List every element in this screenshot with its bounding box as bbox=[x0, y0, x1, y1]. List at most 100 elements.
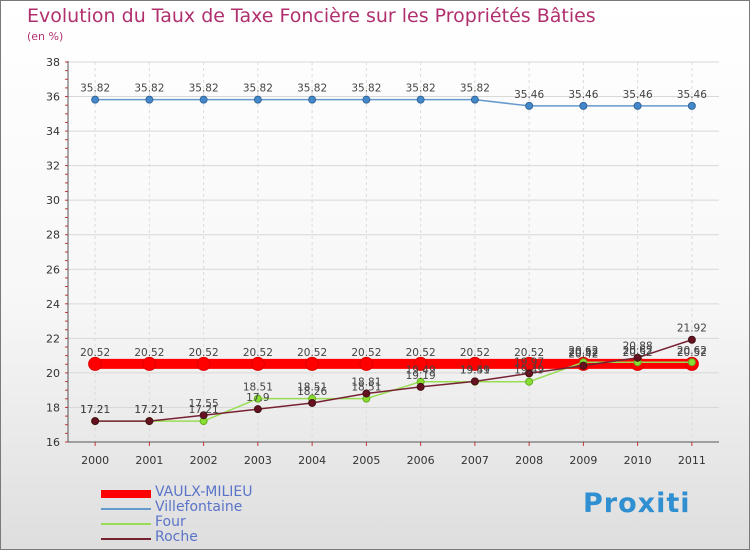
legend-label: Villefontaine bbox=[155, 499, 243, 515]
data-label: 19.19 bbox=[406, 370, 436, 382]
data-point bbox=[470, 377, 479, 386]
chart-title: Evolution du Taux de Taxe Foncière sur l… bbox=[27, 5, 596, 27]
logo-text: Proxiti bbox=[583, 488, 691, 519]
data-label: 20.52 bbox=[80, 347, 110, 359]
data-label: 35.82 bbox=[189, 83, 219, 95]
data-point bbox=[199, 411, 208, 420]
data-label: 35.46 bbox=[677, 89, 707, 101]
data-label: 19.49 bbox=[460, 365, 490, 377]
y-tick-label: 34 bbox=[46, 125, 60, 138]
data-label: 35.82 bbox=[134, 83, 164, 95]
y-tick-label: 26 bbox=[46, 263, 60, 276]
data-label: 35.46 bbox=[514, 89, 544, 101]
data-label: 20.52 bbox=[677, 347, 707, 359]
data-point bbox=[413, 356, 428, 371]
data-label: 19.49 bbox=[406, 365, 436, 377]
data-label: 20.52 bbox=[406, 347, 436, 359]
proxiti-logo: Proxiti bbox=[583, 488, 691, 519]
data-label: 20.62 bbox=[568, 345, 598, 357]
data-label: 17.21 bbox=[134, 404, 164, 416]
data-point bbox=[196, 356, 211, 371]
data-point bbox=[687, 335, 696, 344]
data-point bbox=[525, 369, 534, 378]
data-point bbox=[687, 101, 696, 110]
legend-swatch bbox=[101, 523, 151, 525]
legend-swatch bbox=[101, 538, 151, 540]
series-line-villefontaine bbox=[95, 98, 692, 107]
data-label: 20.52 bbox=[623, 347, 653, 359]
data-point bbox=[253, 405, 262, 414]
data-label: 35.82 bbox=[80, 83, 110, 95]
data-point bbox=[88, 356, 103, 371]
data-label: 35.82 bbox=[351, 83, 381, 95]
x-tick-label: 2009 bbox=[569, 454, 597, 467]
data-label: 18.51 bbox=[243, 382, 273, 394]
data-label: 17.55 bbox=[189, 398, 219, 410]
series-group bbox=[88, 95, 699, 426]
data-point bbox=[250, 356, 265, 371]
data-point bbox=[633, 353, 642, 362]
x-tick-label: 2000 bbox=[81, 454, 109, 467]
data-label: 20.52 bbox=[460, 347, 490, 359]
data-label: 20.52 bbox=[568, 347, 598, 359]
data-point bbox=[145, 95, 154, 104]
data-point bbox=[416, 95, 425, 104]
data-label: 35.82 bbox=[243, 83, 273, 95]
data-point bbox=[145, 417, 154, 426]
data-point bbox=[91, 95, 100, 104]
data-point bbox=[362, 389, 371, 398]
data-label: 17.9 bbox=[246, 392, 269, 404]
data-label: 20.62 bbox=[677, 345, 707, 357]
data-point bbox=[91, 417, 100, 426]
data-label: 17.21 bbox=[80, 404, 110, 416]
grid-group bbox=[68, 61, 719, 442]
y-tick-label: 30 bbox=[46, 194, 60, 207]
y-tick-label: 32 bbox=[46, 160, 60, 173]
data-point bbox=[633, 101, 642, 110]
data-label: 35.82 bbox=[460, 83, 490, 95]
y-tick-label: 18 bbox=[46, 401, 60, 414]
data-label: 20.52 bbox=[514, 347, 544, 359]
data-point bbox=[579, 361, 588, 370]
data-point bbox=[308, 95, 317, 104]
y-tick-label: 16 bbox=[46, 436, 60, 449]
data-label: 35.46 bbox=[623, 89, 653, 101]
data-point bbox=[142, 356, 157, 371]
line-chart: 16 18 20 22 24 26 28 30 32 34 36 38 2000 2001 2002 2003… bbox=[46, 56, 719, 467]
data-labels-group: 20.52 20.52 20.52 20.52 20.52 20.52 20.52 20.52… bbox=[80, 83, 707, 416]
x-tick-label: 2005 bbox=[352, 454, 380, 467]
data-label: 20.88 bbox=[623, 341, 653, 353]
data-point bbox=[416, 382, 425, 391]
data-label: 18.51 bbox=[297, 382, 327, 394]
data-label: 20.42 bbox=[568, 349, 598, 361]
data-label: 35.82 bbox=[406, 83, 436, 95]
data-point bbox=[525, 377, 534, 386]
data-label: 20.62 bbox=[623, 345, 653, 357]
legend-label: Roche bbox=[155, 529, 198, 545]
data-point bbox=[253, 95, 262, 104]
data-label: 18.26 bbox=[297, 386, 327, 398]
y-tick-label: 36 bbox=[46, 91, 60, 104]
data-point bbox=[359, 356, 374, 371]
data-point bbox=[467, 356, 482, 371]
y-tick-label: 28 bbox=[46, 229, 60, 242]
data-label: 18.51 bbox=[351, 382, 381, 394]
x-tick-label: 2007 bbox=[461, 454, 489, 467]
legend-label: Four bbox=[155, 514, 186, 530]
y-axis-unit: (en %) bbox=[27, 30, 64, 43]
data-label: 19.51 bbox=[460, 364, 490, 376]
data-label: 18.81 bbox=[351, 376, 381, 388]
data-label: 35.46 bbox=[568, 89, 598, 101]
x-tick-label: 2003 bbox=[244, 454, 272, 467]
data-point bbox=[308, 398, 317, 407]
series-line-roche bbox=[95, 339, 693, 422]
data-label: 20.52 bbox=[189, 347, 219, 359]
x-tick-label: 2008 bbox=[515, 454, 543, 467]
data-label: 20.52 bbox=[243, 347, 273, 359]
x-tick-label: 2002 bbox=[190, 454, 218, 467]
y-tick-label: 22 bbox=[46, 332, 60, 345]
legend-label: VAULX-MILIEU bbox=[155, 484, 253, 500]
data-label: 17.21 bbox=[189, 404, 219, 416]
data-label: 19.49 bbox=[514, 365, 544, 377]
data-point bbox=[253, 394, 262, 403]
